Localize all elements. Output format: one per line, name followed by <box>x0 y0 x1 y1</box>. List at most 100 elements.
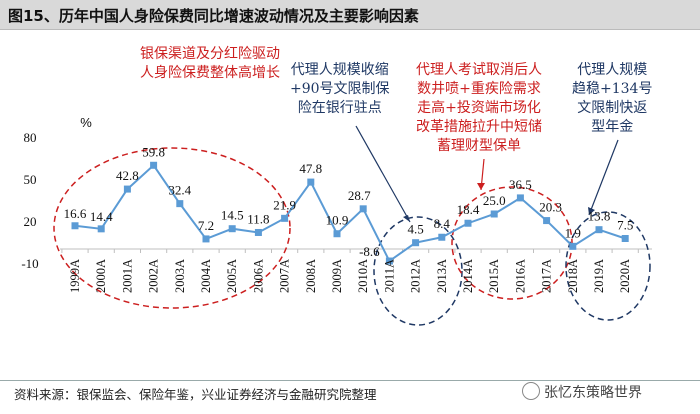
data-label: 47.8 <box>299 161 322 176</box>
x-tick-label: 2011A <box>382 259 396 293</box>
figure-title: 图15、历年中国人身险保费同比增速波动情况及主要影响因素 <box>8 7 419 25</box>
annotation-3: 代理人考试取消后人 数井喷+重疾险需求 走高+投资端市场化 改革措施拉升中短储 … <box>416 61 542 156</box>
x-tick-label: 2015A <box>487 259 501 293</box>
watermark: 张忆东策略世界 <box>522 382 642 402</box>
wechat-icon <box>522 382 540 400</box>
highlight-ellipse-2 <box>373 216 463 326</box>
annotation-3-line-2: 数井喷+重疾险需求 <box>417 81 541 97</box>
x-tick-label: 2014A <box>461 259 475 293</box>
watermark-text: 张忆东策略世界 <box>544 385 642 401</box>
x-tick-label: 2006A <box>251 259 265 293</box>
series-line <box>74 163 626 263</box>
x-tick-label: 2009A <box>330 259 344 293</box>
x-tick-label: 2005A <box>225 259 239 293</box>
x-tick-label: 2004A <box>199 259 213 293</box>
data-label: 14.5 <box>221 208 244 223</box>
pointer-line-4 <box>588 139 619 216</box>
x-tick-label: 2003A <box>173 259 187 293</box>
data-label: 59.8 <box>142 144 165 159</box>
x-tick-label: 2018A <box>566 259 580 293</box>
x-tick-label: 2001A <box>120 259 134 293</box>
pointer-arrow-4 <box>588 207 595 215</box>
bottom-rule <box>0 380 700 381</box>
data-point <box>490 210 498 218</box>
annotation-2-line-3: 险在银行驻点 <box>297 100 382 116</box>
annotation-2: 代理人规模收缩 +90号文限制保 险在银行驻点 <box>290 61 390 118</box>
x-tick-label: 2019A <box>592 259 606 293</box>
highlight-ellipse-4 <box>565 211 651 321</box>
x-tick-label: 2012A <box>409 259 423 293</box>
data-label: 20.3 <box>539 200 562 215</box>
data-label: -8.6 <box>359 244 380 259</box>
data-point <box>97 225 105 233</box>
annotation-1: 银保渠道及分红险驱动 人身险保费整体高增长 <box>140 45 280 83</box>
data-label: 8.4 <box>434 216 451 231</box>
data-label: 1.9 <box>565 225 581 240</box>
data-point <box>254 228 262 236</box>
x-tick-label: 2020A <box>618 259 632 293</box>
x-tick-label: 2013A <box>435 259 449 293</box>
y-tick-label: 50 <box>24 172 37 187</box>
x-tick-label: 2000A <box>94 259 108 293</box>
data-point <box>123 185 131 193</box>
data-label: 42.8 <box>116 168 139 183</box>
data-point <box>438 233 446 241</box>
data-label: 11.8 <box>247 211 269 226</box>
x-tick-label: 2010A <box>356 259 370 293</box>
annotation-2-line-2: +90号文限制保 <box>290 81 390 97</box>
data-point <box>307 178 315 186</box>
annotation-1-line-1: 银保渠道及分红险驱动 <box>140 46 280 62</box>
annotation-3-line-5: 蓄理财型保单 <box>437 138 521 154</box>
data-point <box>176 200 184 208</box>
data-label: 25.0 <box>483 193 506 208</box>
data-point <box>281 214 289 222</box>
line-chart: 80 50 20 -10% 16.6 14.4 42.859.8 32.4 7.2 14.5 11.… <box>21 115 652 326</box>
data-label: 7.5 <box>617 218 633 233</box>
data-label: 36.5 <box>509 177 532 192</box>
annotation-3-line-4: 改革措施拉升中短储 <box>416 119 542 135</box>
annotation-4-line-2: 趋稳+134号 <box>572 81 653 97</box>
y-tick-label: 20 <box>24 214 37 229</box>
data-label: 7.2 <box>198 218 214 233</box>
x-tick-label: 2016A <box>513 259 527 293</box>
pointer-line-2 <box>355 125 411 223</box>
data-point <box>516 194 524 202</box>
data-label: 13.8 <box>588 209 611 224</box>
annotation-3-line-3: 走高+投资端市场化 <box>417 100 541 116</box>
annotation-4-line-3: 文限制快返 <box>577 100 648 116</box>
data-point <box>150 161 158 169</box>
title-bar: 图15、历年中国人身险保费同比增速波动情况及主要影响因素 <box>0 0 700 30</box>
data-point <box>333 230 341 238</box>
data-point <box>202 235 210 243</box>
data-point <box>595 226 603 234</box>
annotation-2-line-1: 代理人规模收缩 <box>290 62 389 78</box>
data-point <box>71 222 79 230</box>
data-label: 16.6 <box>64 206 87 221</box>
data-point <box>543 217 551 225</box>
annotation-4-line-1: 代理人规模 <box>577 62 648 78</box>
data-label: 14.4 <box>90 209 113 224</box>
data-label: 32.4 <box>168 183 191 198</box>
data-label: 21.9 <box>273 197 296 212</box>
annotation-4: 代理人规模 趋稳+134号 文限制快返 型年金 <box>572 61 652 137</box>
data-point <box>228 225 236 233</box>
data-point <box>412 239 420 247</box>
annotation-1-line-2: 人身险保费整体高增长 <box>140 65 280 81</box>
pointer-arrow-2 <box>403 215 410 222</box>
x-tick-label: 2002A <box>147 259 161 293</box>
y-unit-label: % <box>80 115 92 130</box>
annotation-4-line-4: 型年金 <box>591 119 634 135</box>
y-tick-label: -10 <box>21 256 38 271</box>
data-label: 18.4 <box>457 202 480 217</box>
data-point <box>569 242 577 250</box>
x-tick-label: 2017A <box>540 259 554 293</box>
x-tick-label: 2008A <box>304 259 318 293</box>
data-label: 4.5 <box>407 222 423 237</box>
data-point <box>464 219 472 227</box>
highlight-ellipse-1 <box>53 147 291 309</box>
pointer-arrow-3 <box>477 183 485 190</box>
x-tick-label: 2007A <box>278 259 292 293</box>
data-label: 28.7 <box>348 188 371 203</box>
source-note: 资料来源：银保监会、保险年鉴，兴业证券经济与金融研究院整理 <box>14 387 377 402</box>
data-point <box>621 235 629 242</box>
